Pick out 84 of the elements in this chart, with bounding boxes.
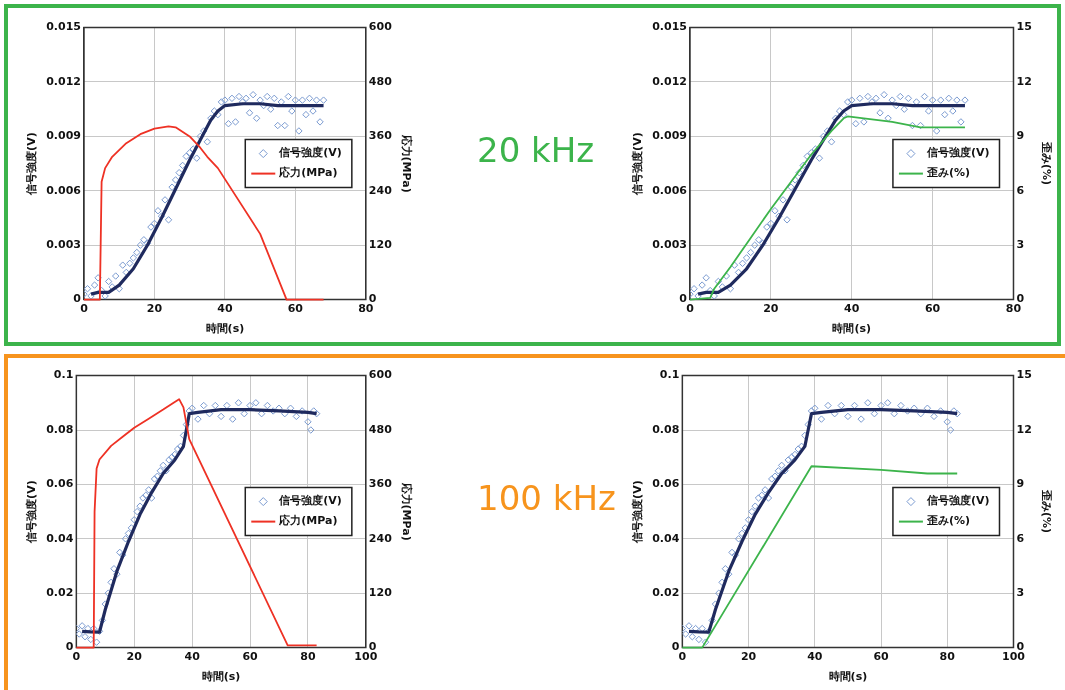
y2-tick-label: 9 xyxy=(1016,477,1025,491)
x-axis-title: 時間(s) xyxy=(205,322,245,336)
y2-tick-label: 12 xyxy=(1016,422,1032,436)
x-tick-label: 80 xyxy=(358,302,374,316)
x-tick-label: 80 xyxy=(939,650,956,664)
x-tick-label: 80 xyxy=(1005,302,1022,316)
legend-label: 応力(MPa) xyxy=(278,166,338,180)
legend-label: 歪み(%) xyxy=(925,514,970,528)
x-tick-label: 100 xyxy=(354,650,378,664)
y-tick-label: 0.006 xyxy=(652,183,688,197)
legend-label: 歪み(%) xyxy=(925,166,970,180)
y2-tick-label: 600 xyxy=(368,368,393,382)
y2-tick-label: 120 xyxy=(368,586,393,600)
x-axis-title: 時間(s) xyxy=(201,670,241,684)
y-tick-label: 0.02 xyxy=(652,586,680,600)
y2-tick-label: 12 xyxy=(1016,74,1032,88)
y2-axis-title: 応力(MPa) xyxy=(399,133,413,193)
y-tick-label: 0.02 xyxy=(46,586,74,600)
x-tick-label: 20 xyxy=(146,302,163,316)
y-tick-label: 0.003 xyxy=(46,238,81,252)
y-tick-label: 0.08 xyxy=(46,422,74,436)
y-tick-label: 0.1 xyxy=(53,368,74,382)
y-tick-label: 0.06 xyxy=(652,477,680,491)
y2-tick-label: 6 xyxy=(1016,531,1025,545)
y2-tick-label: 120 xyxy=(368,238,393,252)
x-tick-label: 20 xyxy=(126,650,143,664)
x-tick-label: 40 xyxy=(807,650,823,664)
y-tick-label: 0.015 xyxy=(46,20,81,34)
text: 20 kHz xyxy=(477,130,595,170)
text: 100 kHz xyxy=(477,478,616,518)
y-tick-label: 0.009 xyxy=(652,129,687,143)
x-axis-title: 時間(s) xyxy=(828,670,868,684)
y2-tick-label: 480 xyxy=(368,422,393,436)
y-tick-label: 0.015 xyxy=(652,20,687,34)
y-tick-label: 0.006 xyxy=(46,183,82,197)
x-tick-label: 20 xyxy=(740,650,757,664)
y2-tick-label: 240 xyxy=(368,183,393,197)
x-tick-label: 60 xyxy=(873,650,890,664)
x-tick-label: 40 xyxy=(844,302,860,316)
y-tick-label: 0.012 xyxy=(46,74,81,88)
y2-axis-title: 歪み(%) xyxy=(1039,141,1053,186)
y-tick-label: 0 xyxy=(671,640,680,654)
y2-axis-title: 歪み(%) xyxy=(1039,489,1053,534)
y-tick-label: 0.003 xyxy=(652,238,687,252)
x-tick-label: 20 xyxy=(763,302,779,316)
y-tick-label: 0.06 xyxy=(46,477,74,491)
x-tick-label: 40 xyxy=(217,302,233,316)
y-tick-label: 0 xyxy=(73,292,82,306)
y2-tick-label: 3 xyxy=(1016,238,1025,252)
legend-label: 信号強度(V) xyxy=(278,494,342,508)
x-tick-label: 60 xyxy=(924,302,941,316)
y-axis-title: 信号強度(V) xyxy=(25,480,39,544)
y-tick-label: 0.08 xyxy=(652,422,680,436)
x-tick-label: 60 xyxy=(242,650,259,664)
y2-tick-label: 480 xyxy=(368,74,393,88)
legend-label: 信号強度(V) xyxy=(925,146,990,160)
y2-tick-label: 9 xyxy=(1016,129,1025,143)
y-axis-title: 信号強度(V) xyxy=(25,132,39,196)
x-tick-label: 60 xyxy=(287,302,304,316)
y2-tick-label: 360 xyxy=(368,129,393,143)
y-tick-label: 0.009 xyxy=(46,129,81,143)
y-tick-label: 0.04 xyxy=(46,531,74,545)
legend-label: 応力(MPa) xyxy=(278,514,338,528)
y-tick-label: 0.04 xyxy=(652,531,680,545)
x-axis-title: 時間(s) xyxy=(832,322,872,336)
legend-label: 信号強度(V) xyxy=(278,146,342,160)
y-tick-label: 0.012 xyxy=(652,74,687,88)
x-tick-label: 40 xyxy=(184,650,201,664)
y2-tick-label: 240 xyxy=(368,531,393,545)
x-tick-label: 80 xyxy=(300,650,316,664)
y-tick-label: 0.1 xyxy=(659,368,680,382)
y2-tick-label: 6 xyxy=(1016,183,1025,197)
y2-axis-title: 応力(MPa) xyxy=(399,481,413,541)
y-axis-title: 信号強度(V) xyxy=(631,480,645,544)
y-tick-label: 0 xyxy=(65,640,74,654)
y2-tick-label: 15 xyxy=(1016,20,1032,34)
y2-tick-label: 15 xyxy=(1016,368,1032,382)
y-tick-label: 0 xyxy=(679,292,688,306)
y2-tick-label: 3 xyxy=(1016,586,1025,600)
y2-tick-label: 600 xyxy=(368,20,393,34)
legend-label: 信号強度(V) xyxy=(925,494,990,508)
y2-tick-label: 360 xyxy=(368,477,393,491)
x-tick-label: 100 xyxy=(1002,650,1026,664)
y-axis-title: 信号強度(V) xyxy=(631,132,645,196)
